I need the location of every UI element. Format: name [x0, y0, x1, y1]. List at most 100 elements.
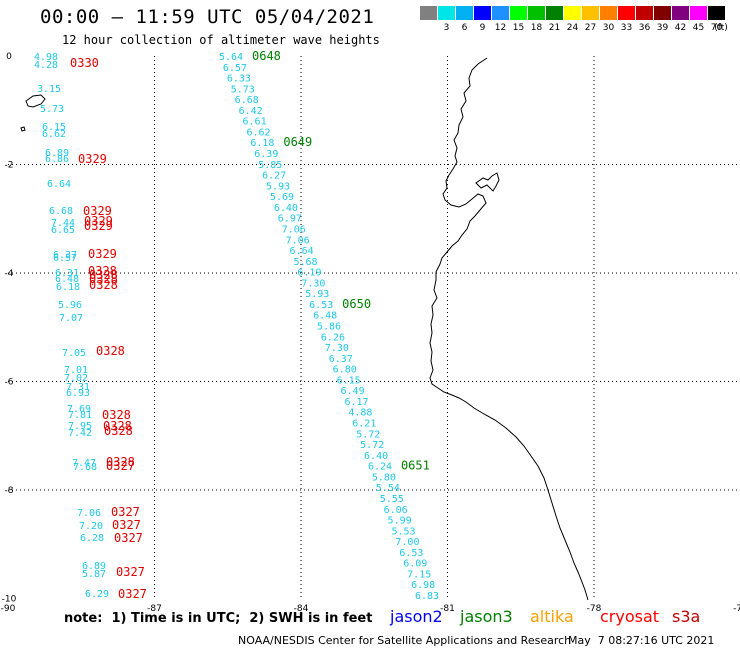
track-wave-height: 6.19	[297, 268, 321, 279]
legend-swatch	[636, 6, 653, 20]
track-wave-height: 5.93	[266, 181, 290, 192]
track-wave-height: 5.64	[219, 52, 243, 63]
latitude-tick-label: -10	[2, 595, 17, 605]
latitude-tick-label: -4	[5, 269, 14, 279]
west-wave-height: 7.44	[51, 218, 75, 229]
track-wave-height: 5.68	[293, 257, 317, 268]
legend-swatch-label: 3	[443, 23, 450, 33]
longitude-tick-label: -84	[294, 604, 309, 614]
track-wave-height: 6.26	[321, 332, 345, 343]
track-wave-height: 6.98	[411, 580, 435, 591]
track-wave-height: 6.68	[235, 95, 259, 106]
track-wave-height: 6.42	[239, 106, 263, 117]
track-wave-height: 7.06	[282, 224, 306, 235]
west-wave-height: 6.64	[47, 179, 71, 190]
credit-line: NOAA/NESDIS Center for Satellite Applica…	[238, 634, 572, 647]
west-pass-time: 0327	[116, 565, 145, 579]
legend-swatch-label: 45	[692, 23, 705, 33]
track-wave-height: 5.69	[270, 192, 294, 203]
track-wave-height: 6.80	[333, 365, 357, 376]
track-wave-height: 6.53	[309, 300, 333, 311]
west-wave-height: 6.28	[80, 533, 104, 544]
west-pass-time: 0327	[111, 505, 140, 519]
page-subtitle: 12 hour collection of altimeter wave hei…	[62, 33, 380, 47]
west-pass-time: 0328	[103, 419, 132, 433]
track-wave-height: 6.18	[250, 138, 274, 149]
west-wave-height: 7.07	[59, 313, 83, 324]
west-pass-time: 0328	[89, 278, 118, 292]
legend-swatch-label: 18	[530, 23, 543, 33]
track-wave-height: 6.62	[246, 127, 270, 138]
track-wave-height: 5.72	[360, 440, 384, 451]
west-pass-time: 0329	[84, 214, 113, 228]
west-pass-time: 0329	[83, 204, 112, 218]
west-pass-time: 0328	[96, 344, 125, 358]
legend-swatch	[456, 6, 473, 20]
west-pass-time: 0327	[114, 531, 143, 545]
longitude-tick-label: -78	[587, 604, 602, 614]
west-pass-time: 0328	[106, 455, 135, 469]
west-pass-time: 0327	[118, 587, 147, 601]
track-wave-height: 7.30	[325, 343, 349, 354]
legend-swatch-label: 21	[548, 23, 561, 33]
west-pass-time: 0329	[78, 152, 107, 166]
galapagos-islet	[20, 126, 26, 132]
legend-unit: (ft)	[714, 23, 728, 33]
west-wave-height: 6.57	[53, 253, 77, 264]
track-wave-height: 6.40	[274, 203, 298, 214]
track-wave-height: 7.00	[395, 537, 419, 548]
legend-swatch	[618, 6, 635, 20]
west-wave-height: 7.20	[79, 521, 103, 532]
track-pass-time: 0650	[342, 297, 371, 311]
west-pass-time: 0327	[112, 518, 141, 532]
west-wave-height: 5.96	[58, 300, 82, 311]
galapagos-island	[25, 94, 46, 108]
west-wave-height: 7.02	[64, 373, 88, 384]
longitude-tick-label: -90	[1, 604, 16, 614]
track-pass-time: 0648	[252, 49, 281, 63]
legend-swatch-label: 36	[638, 23, 651, 33]
legend-swatch	[564, 6, 581, 20]
legend-swatch	[690, 6, 707, 20]
west-wave-height: 6.65	[51, 225, 75, 236]
track-wave-height: 6.39	[254, 149, 278, 160]
track-wave-height: 6.61	[243, 117, 267, 128]
track-wave-height: 6.48	[313, 311, 337, 322]
track-wave-height: 5.53	[391, 526, 415, 537]
west-wave-height: 6.18	[56, 282, 80, 293]
track-wave-height: 6.40	[364, 451, 388, 462]
west-pass-time: 0328	[104, 424, 133, 438]
track-wave-height: 5.93	[305, 289, 329, 300]
west-wave-height: 3.15	[37, 84, 61, 95]
west-wave-height: 7.06	[77, 508, 101, 519]
west-pass-time: 0328	[89, 272, 118, 286]
west-wave-height: 7.81	[68, 410, 92, 421]
legend-swatch-label: 15	[512, 23, 525, 33]
track-wave-height: 6.33	[227, 74, 251, 85]
coastline	[429, 57, 589, 601]
west-wave-height: 6.93	[66, 388, 90, 399]
track-wave-height: 5.72	[356, 429, 380, 440]
west-wave-height: 6.31	[55, 268, 79, 279]
track-wave-height: 5.55	[380, 494, 404, 505]
legend-swatch	[510, 6, 527, 20]
west-wave-height: 7.68	[73, 462, 97, 473]
legend-swatch	[582, 6, 599, 20]
legend-swatch	[438, 6, 455, 20]
legend-swatch-label: 12	[494, 23, 507, 33]
west-wave-height: 7.95	[68, 421, 92, 432]
west-wave-height: 6.68	[49, 206, 73, 217]
longitude-tick-label: -75	[733, 604, 740, 614]
legend-swatch	[492, 6, 509, 20]
west-pass-time: 0328	[102, 408, 131, 422]
west-pass-time: 0329	[84, 219, 113, 233]
legend-swatch-label: 39	[656, 23, 669, 33]
west-pass-time: 0330	[70, 56, 99, 70]
track-wave-height: 6.27	[262, 171, 286, 182]
latitude-tick-label: 0	[6, 52, 12, 62]
legend-swatch-label: 27	[584, 23, 597, 33]
legend-swatch-label: 6	[461, 23, 468, 33]
west-wave-height: 6.89	[45, 148, 69, 159]
track-wave-height: 6.37	[329, 354, 353, 365]
